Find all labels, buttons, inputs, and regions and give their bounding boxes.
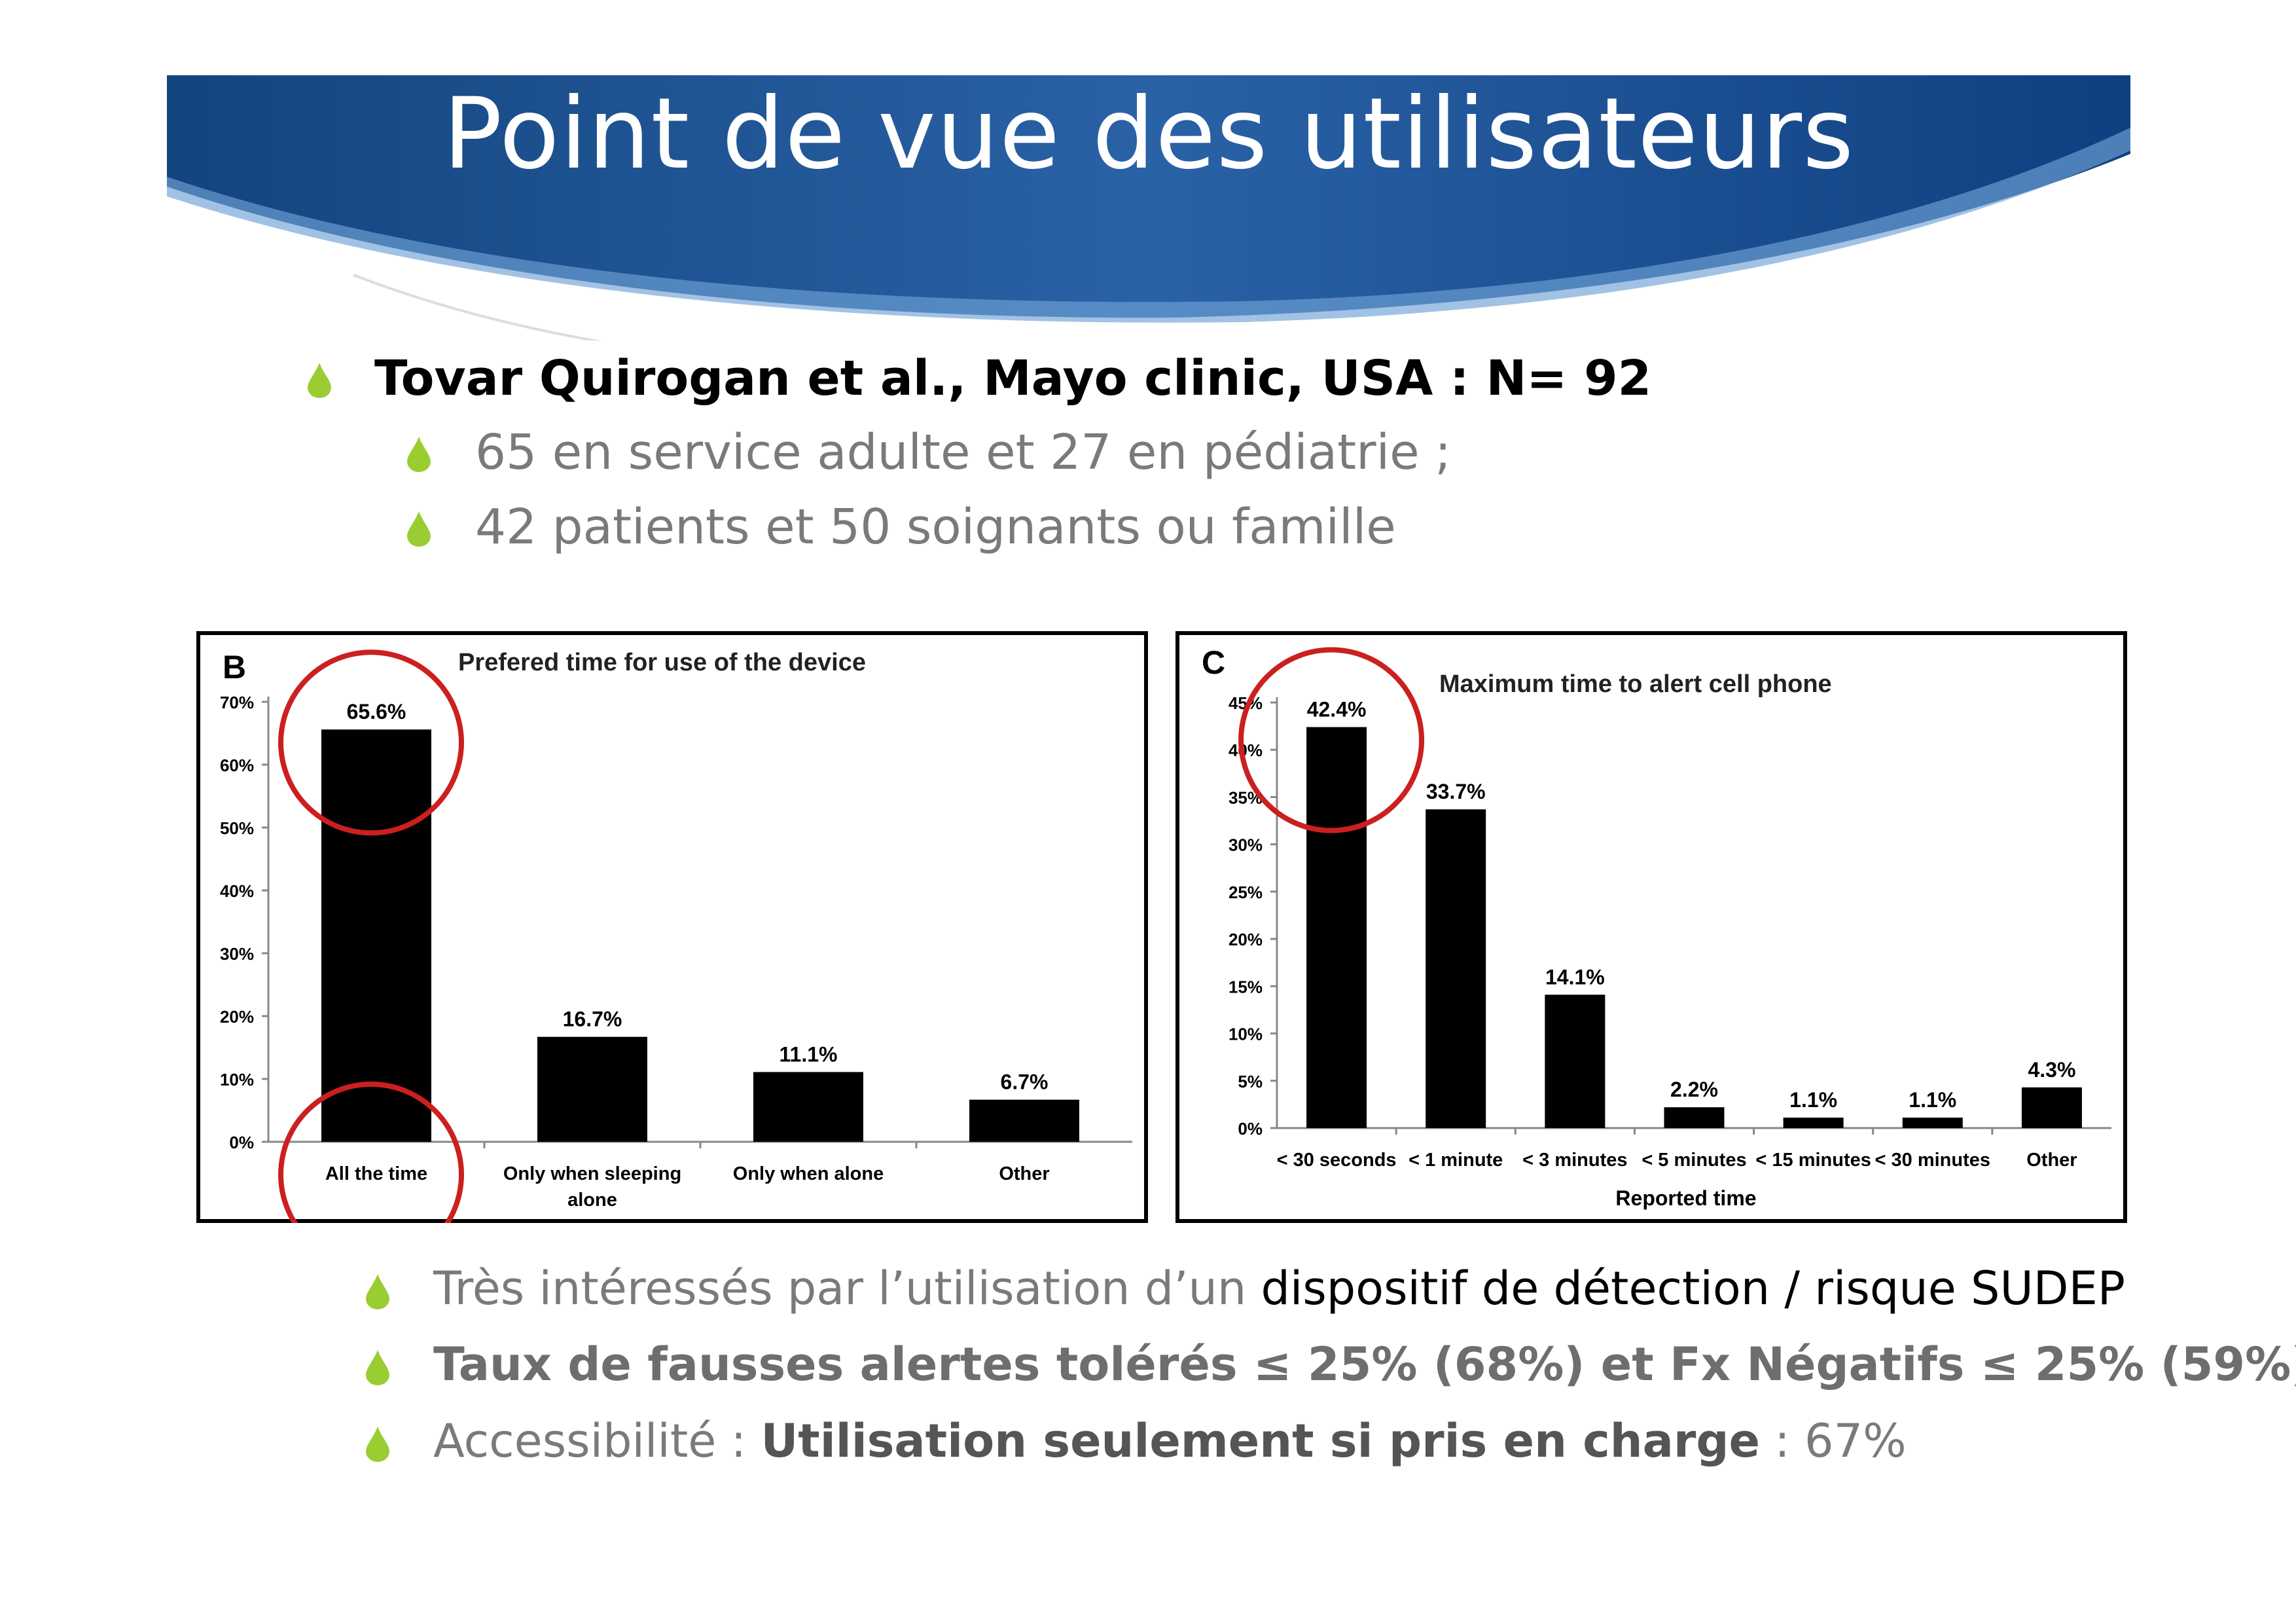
sub-bullet-services: 65 en service adulte et 27 en pédiatrie … (475, 424, 1452, 481)
chart-b-y-tick-label: 0% (229, 1133, 254, 1152)
chart-b-bar (969, 1099, 1079, 1142)
chart-c-title: Maximum time to alert cell phone (1439, 670, 1832, 698)
chart-c-category-label: < 30 seconds (1277, 1150, 1397, 1171)
chart-c-y-tick-label: 0% (1238, 1119, 1263, 1139)
bullet-false-alerts: Taux de fausses alertes tolérés ≤ 25% (6… (433, 1338, 2296, 1391)
chart-c-category-label: Other (2026, 1150, 2077, 1171)
chart-c-category-label: < 1 minute (1408, 1150, 1503, 1171)
chart-b-category-label: Only when sleeping alone (503, 1163, 681, 1211)
chart-b-category-label: All the time (325, 1163, 427, 1184)
bullet-interest-emphasis: dispositif de détection / risque SUDEP (1261, 1262, 2126, 1315)
chart-b-category-label: Other (999, 1163, 1049, 1184)
chart-c-y-tick-label: 15% (1229, 977, 1263, 996)
chart-c-panel-label: C (1202, 644, 1225, 681)
chart-b-y-tick-label: 60% (220, 756, 254, 775)
chart-b-data-label: 6.7% (1001, 1070, 1049, 1094)
title-banner (167, 75, 2130, 340)
chart-b-bar (753, 1072, 863, 1142)
green-drop-bullet-icon (308, 363, 331, 398)
chart-b-bar (321, 729, 431, 1142)
chart-c-category-label: < 5 minutes (1641, 1150, 1746, 1171)
chart-c-data-label: 1.1% (1909, 1088, 1956, 1112)
study-citation: Tovar Quirogan et al., Mayo clinic, USA … (374, 350, 1652, 407)
chart-c-bar (1306, 727, 1367, 1128)
chart-b-bar (537, 1036, 647, 1142)
bullet-interest-text: Très intéressés par l’utilisation d’un (433, 1262, 1261, 1315)
chart-c-bar (2021, 1087, 2082, 1128)
chart-c-data-label: 14.1% (1545, 965, 1605, 989)
green-drop-bullet-icon (407, 437, 431, 472)
chart-c-data-label: 42.4% (1307, 698, 1367, 721)
chart-c-data-label: 1.1% (1789, 1088, 1837, 1112)
chart-b-y-tick-label: 20% (220, 1007, 254, 1027)
chart-c-y-tick-label: 5% (1238, 1072, 1263, 1091)
chart-c-y-tick-label: 25% (1229, 883, 1263, 902)
bullet-accessibility: Accessibilité : Utilisation seulement si… (433, 1414, 1907, 1468)
chart-c-data-label: 33.7% (1426, 780, 1486, 803)
bullet-accessibility-emphasis: Utilisation seulement si pris en charge (761, 1414, 1760, 1468)
chart-c-y-tick-label: 40% (1229, 740, 1263, 760)
chart-b-category-label: Only when alone (733, 1163, 884, 1184)
chart-c-highlight-circle (1238, 647, 1425, 833)
chart-b-data-label: 11.1% (780, 1042, 838, 1066)
chart-c-plot-area: 0%5%10%15%20%25%30%35%40%45% 42.4%< 30 se… (1229, 647, 2111, 1171)
chart-b-y-tick-label: 50% (220, 818, 254, 838)
chart-c-alert-time: C Maximum time to alert cell phone Repor… (1175, 631, 2127, 1223)
chart-c-bar (1902, 1118, 1963, 1128)
bullet-accessibility-label: Accessibilité : (433, 1414, 761, 1468)
sub-bullet-respondents: 42 patients et 50 soignants ou famille (475, 499, 1396, 555)
bullet-accessibility-value: : 67% (1759, 1414, 1907, 1468)
green-drop-bullet-icon (366, 1350, 389, 1385)
chart-c-data-label: 2.2% (1670, 1078, 1718, 1101)
chart-c-bar (1545, 994, 1605, 1128)
chart-b-highlight-circle (278, 1082, 464, 1223)
chart-b-data-label: 16.7% (563, 1008, 622, 1031)
chart-c-xlabel: Reported time (1615, 1186, 1756, 1210)
chart-b-data-label: 65.6% (347, 700, 406, 723)
chart-b-panel-label: B (223, 649, 246, 685)
chart-b-y-tick-label: 10% (220, 1070, 254, 1089)
chart-b-preferred-time: B Prefered time for use of the device 0%… (196, 631, 1148, 1223)
chart-c-bar (1426, 809, 1486, 1128)
chart-b-y-tick-label: 70% (220, 693, 254, 712)
chart-b-title: Prefered time for use of the device (458, 649, 866, 676)
chart-b-plot-area: 0% 10% 20% 30% 40% 50% 60% 70% 65.6% All the time… (220, 649, 1132, 1223)
chart-c-y-tick-label: 10% (1229, 1025, 1263, 1044)
green-drop-bullet-icon (407, 511, 431, 547)
chart-c-y-tick-label: 20% (1229, 930, 1263, 949)
green-drop-bullet-icon (366, 1274, 389, 1309)
chart-c-category-label: < 30 minutes (1875, 1150, 1991, 1171)
chart-c-bar (1664, 1107, 1725, 1128)
chart-b-y-tick-label: 30% (220, 944, 254, 964)
chart-b-highlight-circle (278, 649, 464, 836)
slide-title: Point de vue des utilisateurs (442, 77, 1855, 191)
chart-c-data-label: 4.3% (2028, 1058, 2075, 1082)
chart-c-y-tick-label: 30% (1229, 835, 1263, 855)
chart-c-category-label: < 3 minutes (1522, 1150, 1627, 1171)
chart-c-bar (1783, 1118, 1844, 1128)
chart-c-category-label: < 15 minutes (1755, 1150, 1871, 1171)
bullet-interest: Très intéressés par l’utilisation d’un d… (433, 1262, 2125, 1315)
green-drop-bullet-icon (366, 1427, 389, 1462)
chart-b-y-tick-label: 40% (220, 881, 254, 901)
